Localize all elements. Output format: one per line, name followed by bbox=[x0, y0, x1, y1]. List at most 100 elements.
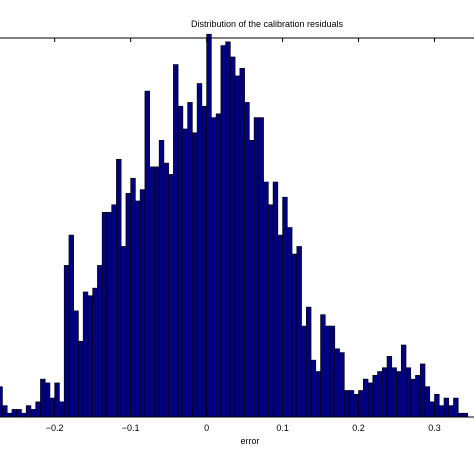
histogram-bar bbox=[106, 212, 112, 418]
histogram-bar bbox=[225, 41, 231, 418]
histogram-bar bbox=[462, 412, 469, 418]
histogram-bar bbox=[353, 393, 359, 418]
histogram-bar bbox=[310, 359, 317, 418]
x-tick-label: 0.1 bbox=[276, 423, 289, 433]
histogram-bar bbox=[410, 378, 416, 418]
histogram-bar bbox=[215, 113, 222, 418]
histogram-bar bbox=[6, 412, 13, 418]
histogram-bar bbox=[291, 253, 298, 418]
chart-title: Distribution of the calibration residual… bbox=[191, 19, 344, 29]
histogram-bars bbox=[0, 33, 469, 418]
histogram-bar bbox=[400, 344, 407, 418]
histogram-bar bbox=[448, 405, 454, 418]
histogram-bar bbox=[16, 409, 22, 418]
x-tick-label: −0.1 bbox=[122, 423, 140, 433]
histogram-bar bbox=[59, 401, 65, 418]
x-tick-label: 0.2 bbox=[352, 423, 365, 433]
histogram-bar bbox=[130, 177, 136, 418]
histogram-bar bbox=[301, 325, 307, 418]
histogram-bar bbox=[168, 174, 174, 418]
histogram-bar bbox=[63, 265, 70, 418]
histogram-bar bbox=[367, 382, 374, 418]
histogram-bar bbox=[287, 227, 293, 418]
histogram-bar bbox=[192, 132, 198, 418]
histogram-bar bbox=[97, 265, 103, 418]
histogram-bar bbox=[296, 246, 302, 418]
histogram-bar bbox=[187, 102, 193, 418]
histogram-bar bbox=[135, 200, 141, 418]
histogram-bar bbox=[253, 117, 260, 418]
histogram-bar bbox=[182, 128, 188, 418]
histogram-bar bbox=[220, 45, 226, 418]
histogram-bar bbox=[386, 356, 393, 418]
histogram-bar bbox=[277, 234, 283, 418]
histogram-bar bbox=[30, 409, 37, 418]
histogram-bar bbox=[419, 363, 426, 418]
histogram-bar bbox=[25, 405, 32, 418]
x-tick-label: 0.3 bbox=[428, 423, 441, 433]
histogram-bar bbox=[211, 117, 217, 418]
histogram-bar bbox=[177, 105, 184, 418]
histogram-bar bbox=[234, 75, 241, 418]
histogram-bar bbox=[54, 382, 60, 418]
histogram-bar bbox=[372, 375, 378, 418]
histogram-bar bbox=[339, 352, 345, 418]
histogram-bar bbox=[196, 83, 203, 418]
histogram-bar bbox=[40, 378, 46, 418]
histogram-bar bbox=[163, 162, 169, 418]
histogram-bar bbox=[443, 397, 450, 418]
histogram-bar bbox=[334, 348, 340, 418]
histogram-bar bbox=[73, 310, 79, 418]
histogram-bar bbox=[230, 56, 236, 418]
histogram-bar bbox=[44, 382, 51, 418]
histogram-bar bbox=[438, 405, 445, 418]
histogram-bar bbox=[244, 102, 250, 418]
histogram-bar bbox=[415, 375, 421, 418]
histogram-bar bbox=[49, 397, 55, 418]
histogram-bar bbox=[0, 386, 3, 418]
histogram-bar bbox=[173, 64, 179, 418]
histogram-bar bbox=[329, 325, 336, 418]
histogram-bar bbox=[315, 371, 321, 418]
histogram-bar bbox=[320, 314, 326, 418]
histogram-bar bbox=[239, 68, 245, 418]
histogram-bar bbox=[11, 409, 18, 418]
histogram-bar bbox=[377, 371, 383, 418]
histogram-bar bbox=[82, 291, 89, 418]
histogram-bar bbox=[139, 189, 146, 418]
histogram-bar bbox=[348, 390, 355, 418]
histogram-bar bbox=[282, 196, 288, 418]
histogram-bar bbox=[35, 401, 41, 418]
histogram-bar bbox=[149, 166, 155, 418]
histogram-bar bbox=[144, 90, 150, 418]
histogram-bar bbox=[101, 212, 108, 418]
histogram-bar bbox=[258, 117, 264, 418]
histogram-bar bbox=[125, 193, 131, 418]
histogram-bar bbox=[434, 393, 440, 418]
histogram-bar bbox=[2, 405, 8, 418]
histogram-bar bbox=[424, 386, 431, 418]
histogram-bar bbox=[158, 140, 165, 418]
histogram-bar bbox=[206, 33, 212, 418]
histogram-bar bbox=[396, 371, 402, 418]
histogram-bar bbox=[272, 181, 279, 418]
histogram-bar bbox=[249, 140, 255, 418]
histogram-bar bbox=[362, 378, 369, 418]
x-tick-label: −0.2 bbox=[46, 423, 64, 433]
histogram-bar bbox=[116, 158, 122, 418]
histogram-bar bbox=[87, 295, 93, 418]
histogram-bar bbox=[154, 166, 160, 418]
histogram-bar bbox=[78, 340, 84, 418]
histogram-bar bbox=[268, 204, 274, 418]
histogram-bar bbox=[453, 397, 459, 418]
histogram-bar bbox=[391, 367, 397, 418]
histogram-bar bbox=[120, 246, 127, 418]
histogram-bar bbox=[343, 390, 350, 418]
histogram-bar bbox=[457, 412, 464, 418]
x-tick-label: 0 bbox=[204, 423, 209, 433]
histogram-bar bbox=[201, 105, 207, 418]
histogram-bar bbox=[429, 401, 435, 418]
histogram-bar bbox=[306, 306, 312, 418]
histogram-bar bbox=[263, 181, 269, 418]
